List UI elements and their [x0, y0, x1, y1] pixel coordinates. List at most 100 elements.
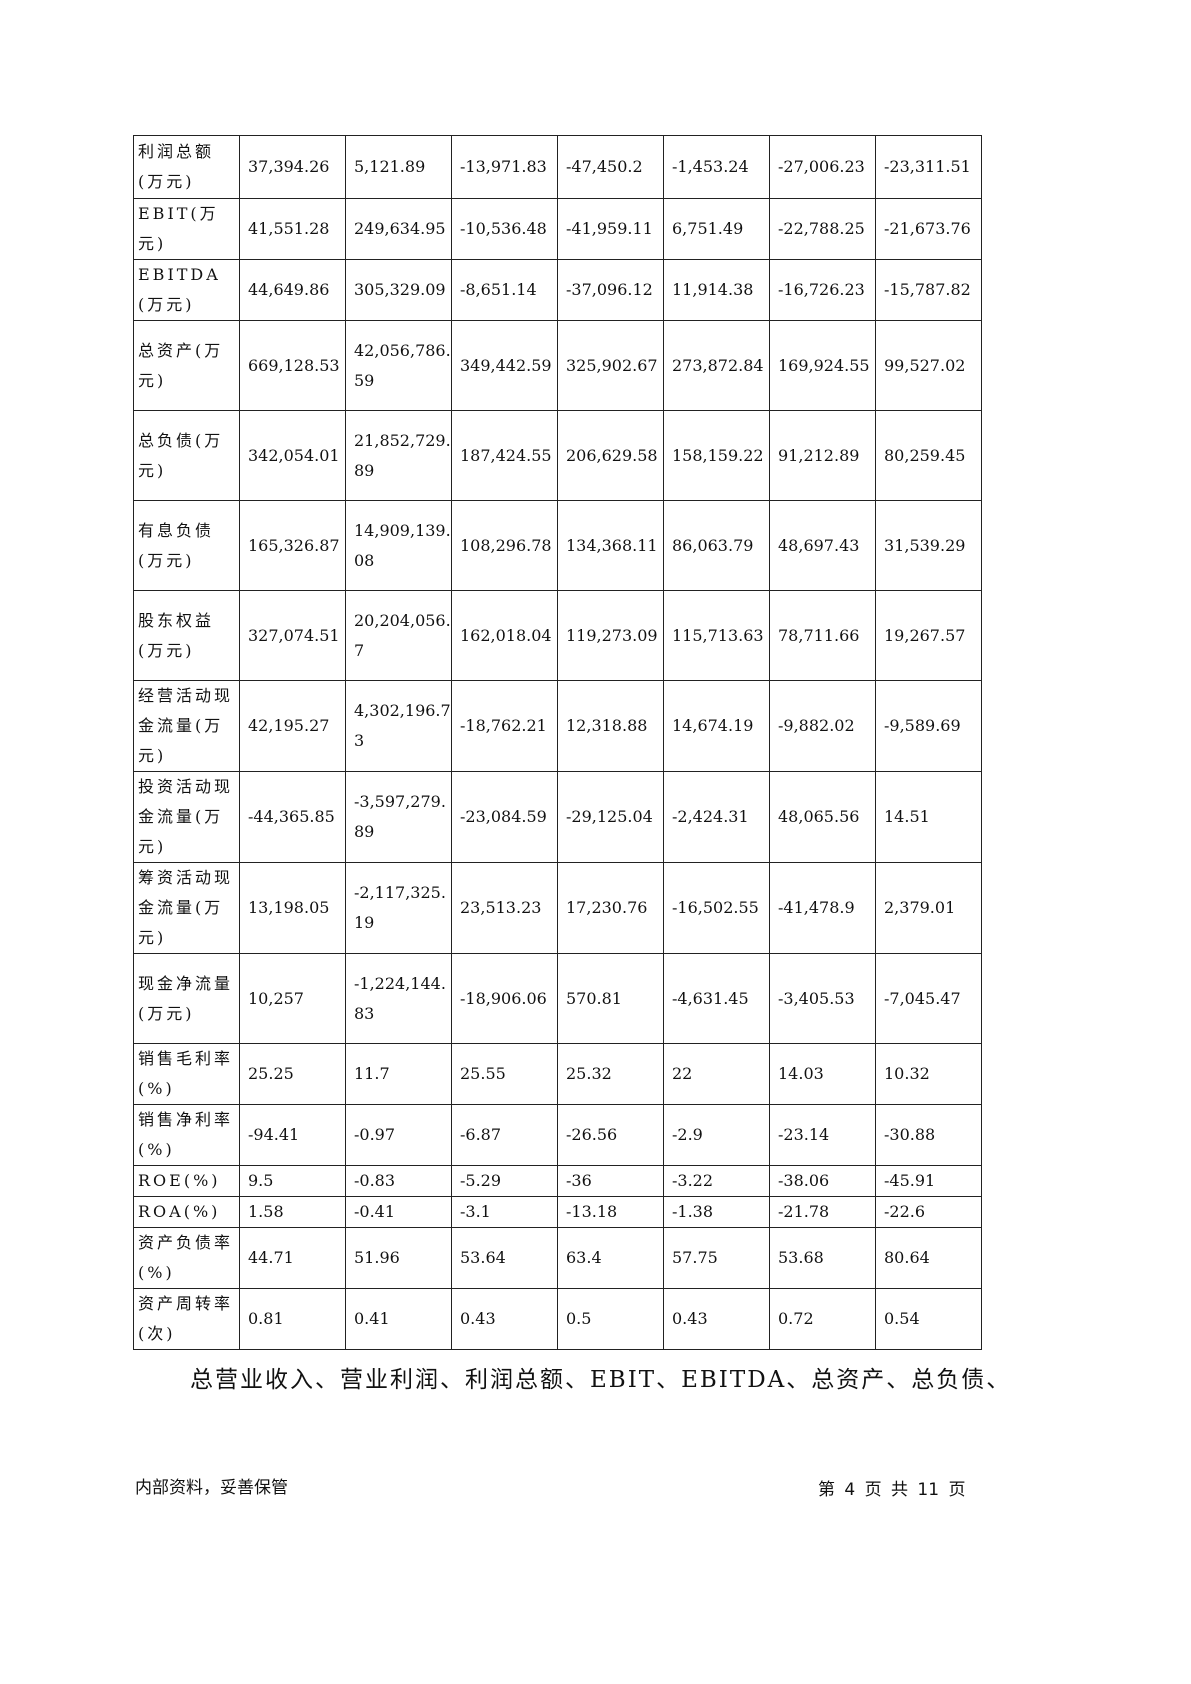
row-label: 资产负债率(%) — [133, 1227, 240, 1289]
table-cell: 12,318.88 — [557, 680, 664, 772]
table-cell: -13.18 — [557, 1196, 664, 1228]
table-cell: 37,394.26 — [239, 135, 346, 199]
table-cell: 63.4 — [557, 1227, 664, 1289]
row-label: EBITDA(万元) — [133, 259, 240, 321]
table-cell: 14.03 — [769, 1043, 876, 1105]
table-cell: -1,453.24 — [663, 135, 770, 199]
table-cell: 48,065.56 — [769, 771, 876, 863]
row-label: 销售净利率(%) — [133, 1104, 240, 1166]
table-cell: -41,478.9 — [769, 862, 876, 954]
table-cell: 165,326.87 — [239, 500, 346, 591]
table-cell: -3,597,279.89 — [345, 771, 452, 863]
table-cell: -22,788.25 — [769, 198, 876, 260]
table-cell: 0.5 — [557, 1288, 664, 1350]
row-label: 投资活动现金流量(万元) — [133, 771, 240, 863]
table-cell: 119,273.09 — [557, 590, 664, 681]
table-row: 股东权益(万元) 327,074.51 20,204,056.7 162,018.04… — [133, 590, 982, 681]
table-cell: 6,751.49 — [663, 198, 770, 260]
table-row: EBIT(万元) 41,551.28 249,634.95 -10,536.48 -41… — [133, 198, 982, 260]
table-cell: 342,054.01 — [239, 410, 346, 501]
table-cell: 305,329.09 — [345, 259, 452, 321]
table-row: 资产负债率(%) 44.71 51.96 53.64 63.4 57.75 53.68 80.… — [133, 1227, 982, 1289]
table-cell: 325,902.67 — [557, 320, 664, 411]
table-row: 总资产(万元) 669,128.53 42,056,786.59 349,442.59… — [133, 320, 982, 411]
table-cell: 44,649.86 — [239, 259, 346, 321]
table-cell: -1,224,144.83 — [345, 953, 452, 1044]
table-cell: -23,084.59 — [451, 771, 558, 863]
table-row: 投资活动现金流量(万元) -44,365.85 -3,597,279.89 -23,0… — [133, 771, 982, 863]
table-cell: 25.55 — [451, 1043, 558, 1105]
table-cell: -5.29 — [451, 1165, 558, 1197]
table-cell: 14,674.19 — [663, 680, 770, 772]
table-cell: -15,787.82 — [875, 259, 982, 321]
table-cell: 669,128.53 — [239, 320, 346, 411]
table-cell: 4,302,196.73 — [345, 680, 452, 772]
table-cell: 5,121.89 — [345, 135, 452, 199]
table-cell: -16,502.55 — [663, 862, 770, 954]
table-cell: 22 — [663, 1043, 770, 1105]
table-cell: -1.38 — [663, 1196, 770, 1228]
table-cell: 19,267.57 — [875, 590, 982, 681]
table-cell: -0.97 — [345, 1104, 452, 1166]
footer-confidential: 内部资料，妥善保管 — [135, 1478, 288, 1498]
table-row: 销售毛利率(%) 25.25 11.7 25.55 25.32 22 14.03 10.32 — [133, 1043, 982, 1105]
row-label: 利润总额(万元) — [133, 135, 240, 199]
table-row: 现金净流量(万元) 10,257 -1,224,144.83 -18,906.06 57… — [133, 953, 982, 1044]
table-cell: 273,872.84 — [663, 320, 770, 411]
table-cell: -3.1 — [451, 1196, 558, 1228]
row-label: 筹资活动现金流量(万元) — [133, 862, 240, 954]
table-cell: 0.81 — [239, 1288, 346, 1350]
row-label: 现金净流量(万元) — [133, 953, 240, 1044]
table-cell: -16,726.23 — [769, 259, 876, 321]
table-cell: 162,018.04 — [451, 590, 558, 681]
table-cell: -44,365.85 — [239, 771, 346, 863]
table-cell: -38.06 — [769, 1165, 876, 1197]
table-cell: 10.32 — [875, 1043, 982, 1105]
table-cell: 25.32 — [557, 1043, 664, 1105]
table-cell: -30.88 — [875, 1104, 982, 1166]
table-cell: 0.43 — [451, 1288, 558, 1350]
table-cell: 13,198.05 — [239, 862, 346, 954]
table-row: 经营活动现金流量(万元) 42,195.27 4,302,196.73 -18,762… — [133, 680, 982, 772]
table-cell: -13,971.83 — [451, 135, 558, 199]
table-cell: 51.96 — [345, 1227, 452, 1289]
table-cell: 0.54 — [875, 1288, 982, 1350]
table-cell: 249,634.95 — [345, 198, 452, 260]
table-cell: -0.83 — [345, 1165, 452, 1197]
financial-table: 利润总额(万元) 37,394.26 5,121.89 -13,971.83 -47,4… — [133, 135, 982, 1350]
table-cell: 42,195.27 — [239, 680, 346, 772]
row-label: EBIT(万元) — [133, 198, 240, 260]
table-cell: -7,045.47 — [875, 953, 982, 1044]
table-cell: -37,096.12 — [557, 259, 664, 321]
table-row: 筹资活动现金流量(万元) 13,198.05 -2,117,325.19 23,513… — [133, 862, 982, 954]
table-cell: 11.7 — [345, 1043, 452, 1105]
table-cell: -36 — [557, 1165, 664, 1197]
table-row: 有息负债(万元) 165,326.87 14,909,139.08 108,296.7… — [133, 500, 982, 591]
table-cell: 0.43 — [663, 1288, 770, 1350]
table-cell: -29,125.04 — [557, 771, 664, 863]
table-row: ROE(%) 9.5 -0.83 -5.29 -36 -3.22 -38.06 -45.91 — [133, 1165, 982, 1197]
table-cell: 23,513.23 — [451, 862, 558, 954]
table-cell: 80,259.45 — [875, 410, 982, 501]
table-cell: -23,311.51 — [875, 135, 982, 199]
table-cell: 134,368.11 — [557, 500, 664, 591]
row-label: 经营活动现金流量(万元) — [133, 680, 240, 772]
row-label: 有息负债(万元) — [133, 500, 240, 591]
table-cell: 570.81 — [557, 953, 664, 1044]
footer-page-number: 第 4 页 共 11 页 — [818, 1480, 966, 1500]
row-label: 总负债(万元) — [133, 410, 240, 501]
row-label: 销售毛利率(%) — [133, 1043, 240, 1105]
table-cell: 14,909,139.08 — [345, 500, 452, 591]
row-label: 资产周转率(次) — [133, 1288, 240, 1350]
table-cell: 206,629.58 — [557, 410, 664, 501]
table-cell: 115,713.63 — [663, 590, 770, 681]
table-cell: -22.6 — [875, 1196, 982, 1228]
table-cell: -8,651.14 — [451, 259, 558, 321]
row-label: ROE(%) — [133, 1165, 240, 1197]
table-cell: -45.91 — [875, 1165, 982, 1197]
table-cell: 108,296.78 — [451, 500, 558, 591]
table-cell: 0.41 — [345, 1288, 452, 1350]
table-cell: 17,230.76 — [557, 862, 664, 954]
table-cell: 14.51 — [875, 771, 982, 863]
